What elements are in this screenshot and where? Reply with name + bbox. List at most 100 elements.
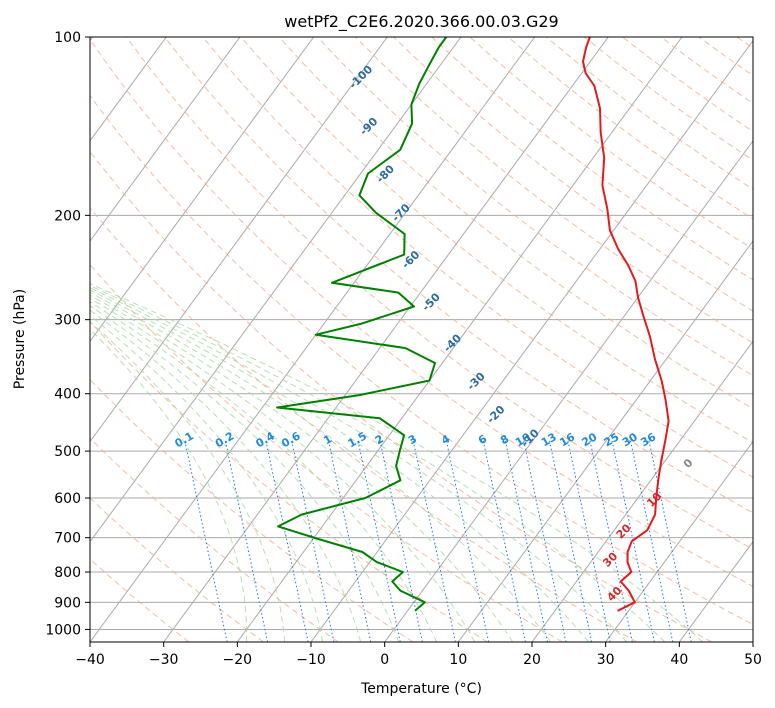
dry-adiabat: [90, 94, 753, 626]
dry-adiabat: [90, 321, 488, 642]
mixing-ratio-label: 0.1: [173, 429, 196, 450]
mixing-ratio-label: 20: [579, 430, 599, 449]
moist-adiabat: [90, 301, 438, 642]
dry-adiabat: [90, 263, 563, 642]
y-tick-label: 100: [54, 30, 81, 46]
y-tick-label: 800: [54, 565, 81, 581]
dry-adiabat: [90, 437, 339, 642]
x-tick-label: 40: [670, 652, 688, 668]
dry-adiabat: [90, 207, 638, 642]
mixing-ratio-line: [630, 440, 674, 642]
x-axis-label: Temperature (°C): [360, 681, 482, 697]
isotherm-line: [90, 37, 462, 543]
mixing-ratio-line: [412, 440, 456, 642]
mixing-ratio-line: [445, 440, 490, 642]
dry-adiabat: [545, 37, 753, 190]
mixing-ratio-label: 6: [476, 432, 489, 447]
x-tick-label: 0: [380, 652, 389, 668]
mixing-ratio-line: [589, 440, 633, 642]
y-tick-label: 500: [54, 444, 81, 460]
mixing-ratio-line: [357, 440, 401, 642]
mixing-ratio-label: 1: [321, 432, 334, 447]
isotherm-line: [90, 37, 241, 242]
dry-adiabat: [698, 37, 753, 77]
dry-adiabat: [278, 37, 753, 410]
y-tick-label: 200: [54, 208, 81, 224]
mixing-ratio-line: [523, 440, 567, 642]
dry-adiabat-label: -20: [484, 403, 507, 426]
moist-adiabat: [90, 289, 590, 642]
dry-adiabat: [431, 37, 753, 281]
dry-adiabat: [316, 37, 753, 377]
dry-adiabat: [90, 378, 414, 642]
dry-adiabat-label: -100: [347, 63, 376, 92]
dry-adiabat-label: -50: [420, 290, 443, 313]
isotherm-line: [457, 240, 753, 642]
mixing-ratio-line: [549, 440, 593, 642]
plot-frame: [89, 36, 754, 643]
mixing-ratio-line: [379, 440, 423, 642]
mixing-ratio-label: 0.4: [254, 429, 278, 450]
profile-series: [276, 37, 670, 612]
mixing-ratio-line: [504, 440, 548, 642]
isotherm-line: [90, 37, 167, 142]
x-tick-label: 30: [597, 652, 615, 668]
moist-adiabat: [90, 328, 248, 642]
isotherm-line: [90, 37, 388, 443]
dry-adiabat: [507, 37, 753, 220]
mixing-ratio-label: 36: [638, 430, 658, 449]
dry-adiabat: [90, 497, 264, 642]
dry-adiabat: [126, 37, 753, 550]
dry-adiabat: [164, 37, 753, 514]
mixing-ratio-label: 2: [373, 432, 386, 447]
moist-adiabat: [90, 287, 628, 642]
y-tick-label: 900: [54, 595, 81, 611]
mixing-ratio-label: 3: [406, 432, 419, 447]
moist-adiabat: [90, 285, 666, 642]
x-tick-label: 20: [523, 652, 541, 668]
mixing-ratio-label: 1.5: [346, 429, 369, 450]
mixing-ratio-line: [648, 440, 692, 642]
isotherm-line: [90, 37, 536, 642]
moist-adiabat: [90, 314, 324, 642]
moist-adiabat: [90, 294, 514, 642]
dewpoint-profile: [276, 37, 448, 612]
x-tick-label: −40: [75, 652, 105, 668]
dry-adiabat-label: 10: [644, 490, 664, 510]
isotherm-line: [752, 641, 753, 642]
mixing-ratio-line: [184, 440, 228, 642]
dry-adiabat-label: -60: [399, 248, 422, 271]
y-tick-label: 400: [54, 387, 81, 403]
dry-adiabat-label: 20: [614, 521, 634, 541]
x-axis: −40 −30 −20 −10 0 10 20 30 40 50: [75, 642, 762, 668]
dry-adiabat-label: -90: [357, 115, 380, 138]
dry-adiabat: [90, 38, 753, 587]
x-tick-label: 50: [744, 652, 762, 668]
dry-adiabat-label: 30: [600, 549, 620, 569]
y-axis-label: Pressure (hPa): [12, 289, 28, 389]
mixing-ratio-line: [482, 440, 526, 642]
dry-adiabat: [660, 37, 753, 105]
mixing-ratio-line: [265, 440, 309, 642]
isotherm-line: [163, 37, 609, 642]
mixing-ratio-label: 4: [439, 432, 452, 447]
x-tick-label: 10: [449, 652, 467, 668]
isotherm-line: [605, 440, 753, 642]
dry-adiabat-label: 0: [681, 456, 696, 471]
dry-adiabat-label: 40: [604, 584, 624, 604]
isotherm-line: [236, 37, 683, 642]
y-tick-label: 700: [54, 531, 81, 547]
mixing-ratio-label: 8: [498, 432, 511, 447]
mixing-ratio-label: 30: [620, 430, 640, 449]
y-tick-label: 1000: [45, 622, 81, 638]
isotherm-line: [90, 37, 315, 343]
moist-adiabat: [90, 309, 362, 642]
moist-adiabat: [90, 283, 704, 642]
mixing-ratio-label: 0.6: [279, 429, 303, 450]
chart-title: wetPf2_C2E6.2020.366.00.03.G29: [284, 12, 558, 32]
isotherm-line: [531, 340, 753, 642]
isotherm-line: [384, 139, 753, 642]
dry-adiabat: [469, 37, 753, 250]
temperature-profile: [582, 37, 670, 612]
